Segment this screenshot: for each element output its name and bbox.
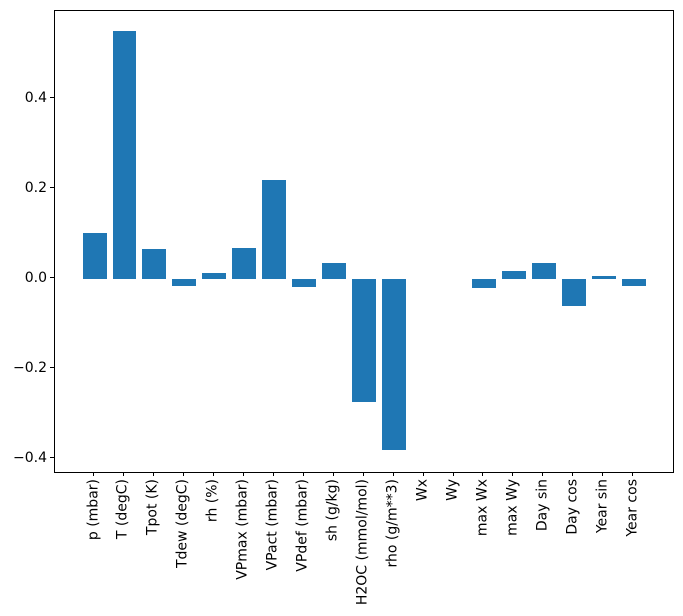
x-tick-mark — [362, 472, 364, 476]
x-tick-label: Day cos — [564, 479, 581, 535]
bar — [112, 31, 137, 279]
bar — [531, 262, 556, 279]
x-tick-label: max Wx — [474, 479, 491, 537]
bar — [382, 278, 407, 450]
bar — [471, 278, 496, 288]
plot-area — [54, 10, 674, 473]
x-tick-mark — [182, 472, 184, 476]
x-tick-mark — [272, 472, 274, 476]
x-tick-mark — [482, 472, 484, 476]
x-tick-label: Wx — [414, 479, 431, 502]
x-tick-label: Tpot (K) — [144, 479, 161, 536]
y-tick-mark — [50, 97, 54, 99]
x-tick-mark — [542, 472, 544, 476]
bar — [262, 180, 287, 279]
y-tick-mark — [50, 187, 54, 189]
x-tick-mark — [572, 472, 574, 476]
x-tick-label: Year sin — [594, 479, 611, 534]
x-tick-label: VPact (mbar) — [264, 479, 281, 571]
x-tick-label: Wy — [444, 479, 461, 501]
x-tick-mark — [302, 472, 304, 476]
x-tick-label: rh (%) — [204, 479, 221, 523]
x-tick-mark — [242, 472, 244, 476]
y-tick-label: 0.0 — [24, 269, 47, 286]
x-tick-label: Day sin — [534, 479, 551, 532]
bar — [82, 233, 107, 279]
y-tick-mark — [50, 367, 54, 369]
x-tick-mark — [332, 472, 334, 476]
x-tick-label: max Wy — [504, 479, 521, 536]
x-tick-mark — [422, 472, 424, 476]
bar — [172, 278, 197, 286]
bar — [292, 278, 317, 287]
y-tick-label: 0.4 — [24, 89, 47, 106]
bar — [591, 276, 616, 279]
y-tick-mark — [50, 277, 54, 279]
bar — [142, 249, 167, 279]
bar — [352, 278, 377, 403]
x-tick-label: H2OC (mmol/mol) — [354, 479, 371, 606]
x-tick-mark — [152, 472, 154, 476]
x-tick-label: VPdef (mbar) — [294, 479, 311, 572]
y-tick-label: 0.2 — [24, 179, 47, 196]
x-tick-mark — [632, 472, 634, 476]
x-tick-mark — [512, 472, 514, 476]
x-tick-mark — [452, 472, 454, 476]
x-tick-mark — [122, 472, 124, 476]
x-tick-mark — [93, 472, 95, 476]
bar — [501, 270, 526, 279]
x-tick-mark — [392, 472, 394, 476]
x-tick-label: Tdew (degC) — [174, 479, 191, 569]
x-tick-label: VPmax (mbar) — [234, 479, 251, 580]
x-tick-label: p (mbar) — [85, 479, 102, 541]
bar — [322, 262, 347, 279]
bar — [202, 273, 227, 279]
x-tick-label: sh (g/kg) — [324, 479, 341, 542]
y-tick-label: −0.2 — [13, 359, 47, 376]
bar — [561, 278, 586, 306]
y-tick-label: −0.4 — [13, 449, 47, 466]
x-tick-mark — [602, 472, 604, 476]
bar — [621, 278, 646, 287]
bar — [232, 247, 257, 279]
x-tick-label: Year cos — [624, 479, 641, 537]
x-tick-mark — [212, 472, 214, 476]
x-tick-label: T (degC) — [114, 479, 131, 540]
y-tick-mark — [50, 457, 54, 458]
x-tick-label: rho (g/m**3) — [384, 479, 401, 568]
